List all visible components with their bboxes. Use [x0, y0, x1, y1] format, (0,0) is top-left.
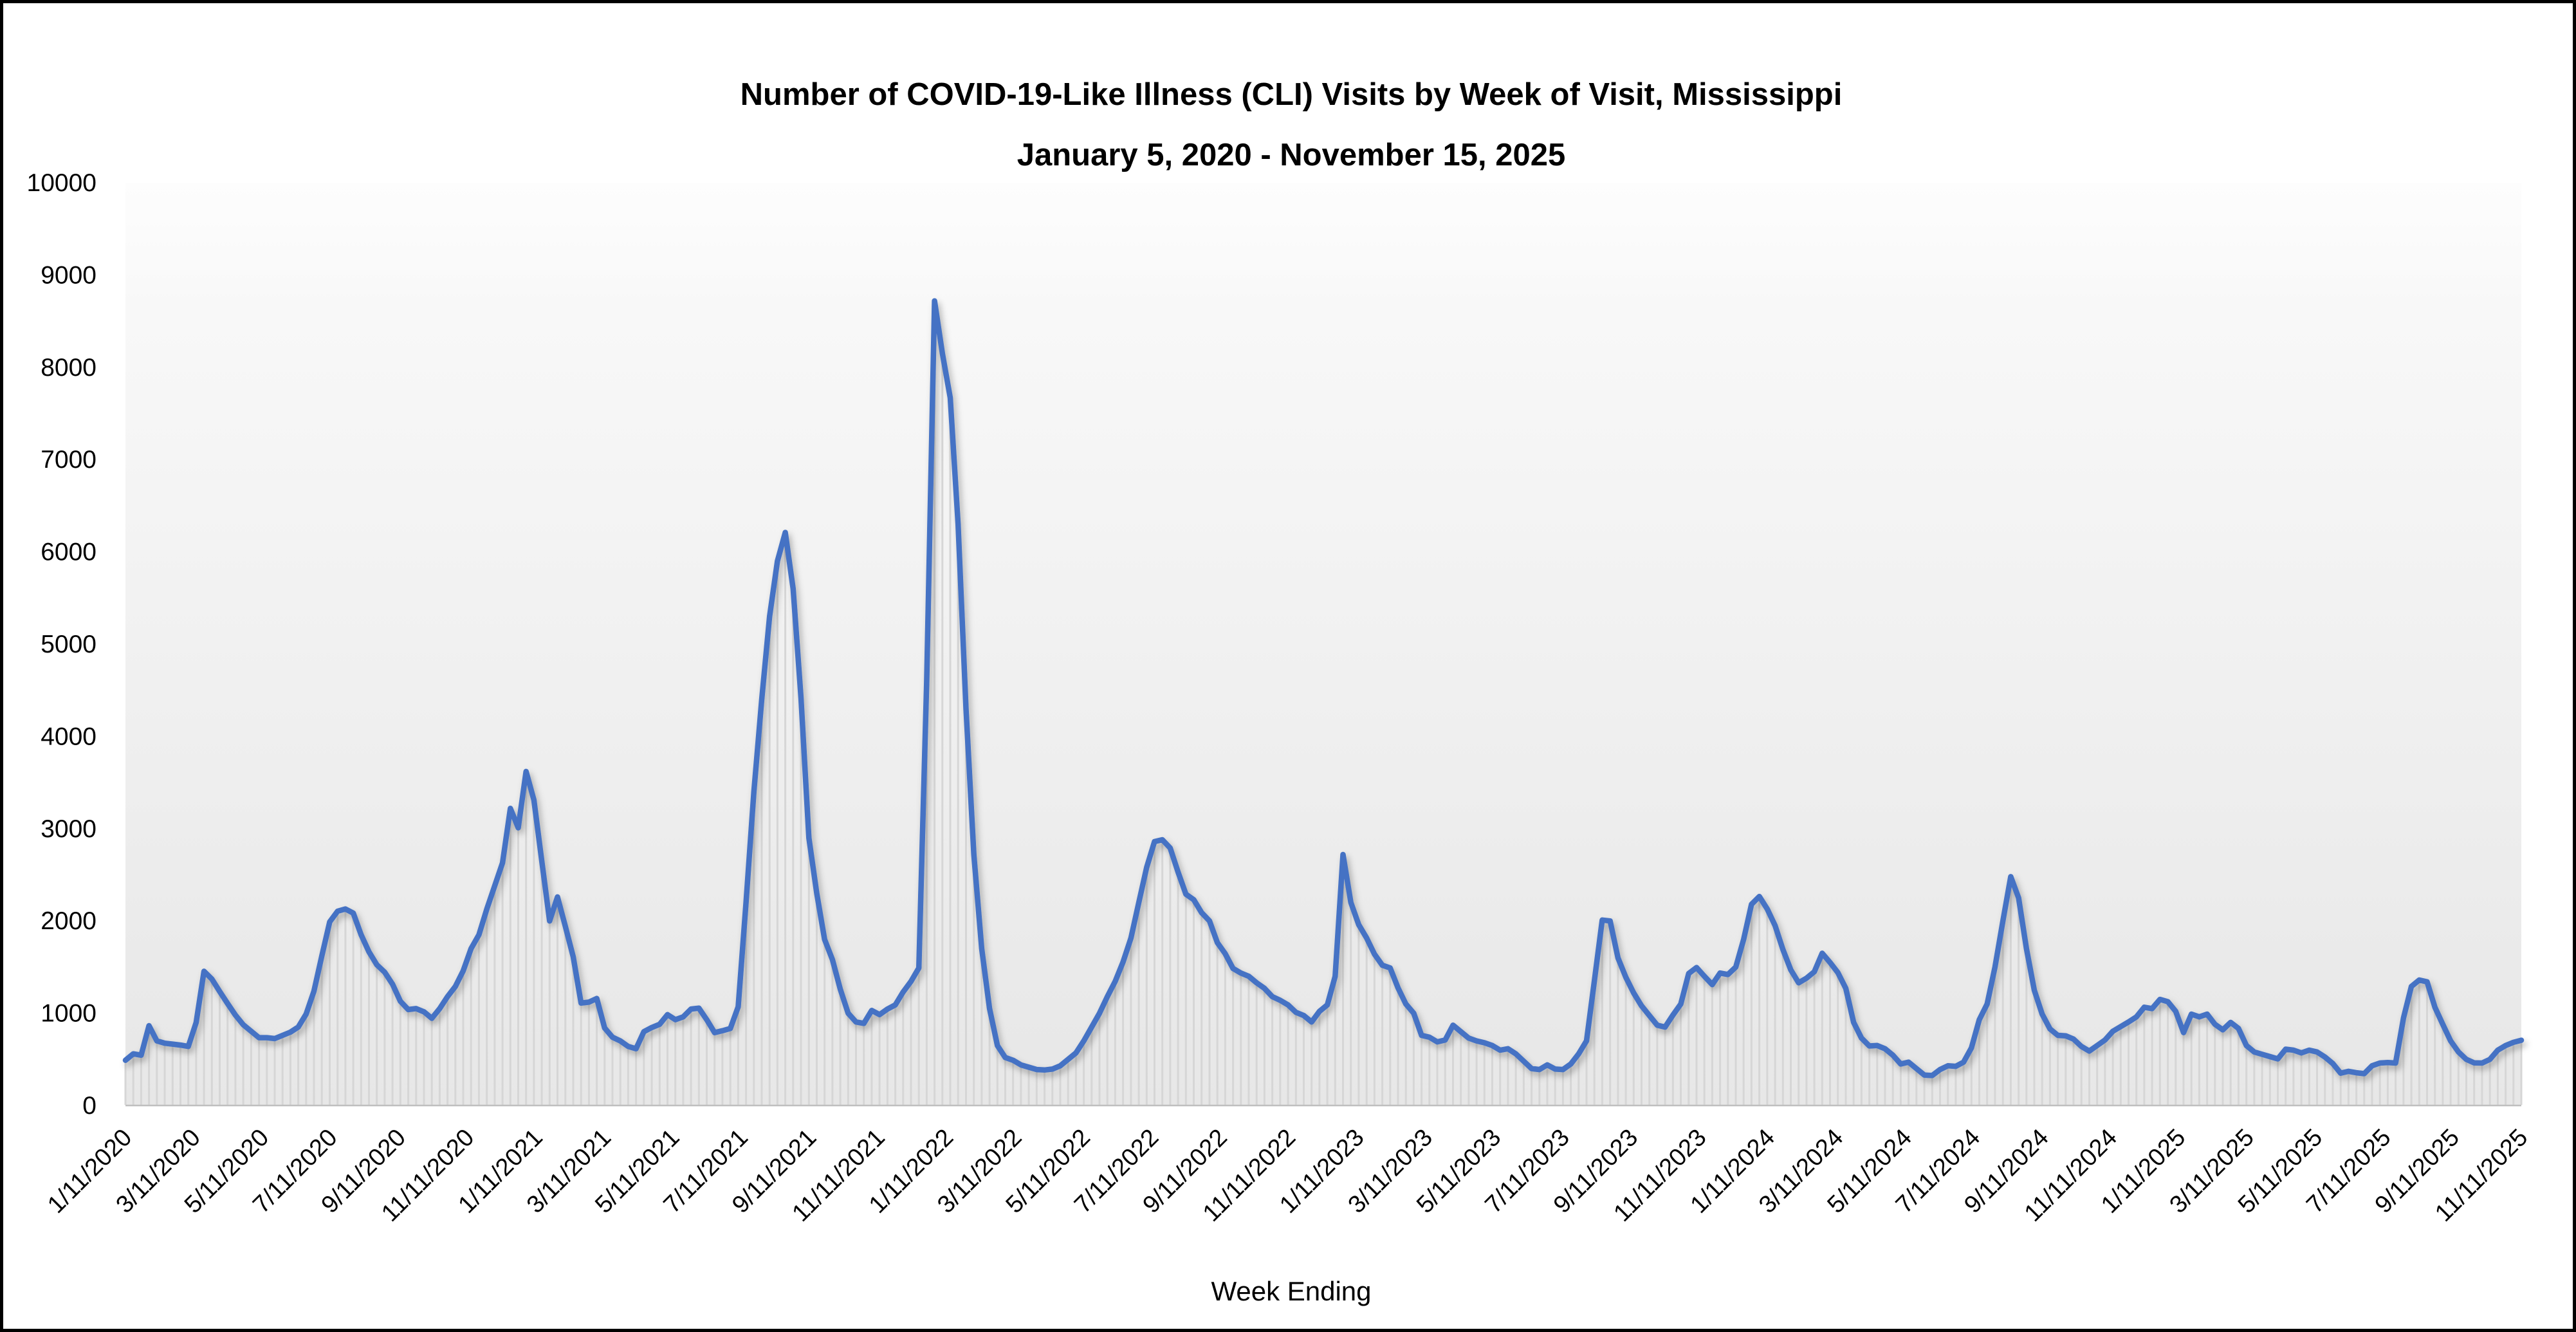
y-tick-label: 7000	[41, 446, 97, 474]
drop-lines	[124, 302, 2523, 1105]
data-line	[122, 298, 2525, 1078]
y-tick-label: 2000	[41, 907, 97, 935]
x-axis-labels: 1/11/20203/11/20205/11/20207/11/20209/11…	[42, 1124, 2533, 1227]
y-tick-label: 4000	[41, 723, 97, 750]
y-tick-label: 0	[82, 1092, 97, 1120]
chart-subtitle: January 5, 2020 - November 15, 2025	[1017, 138, 1566, 172]
y-tick-label: 9000	[41, 261, 97, 289]
plot-area	[125, 183, 2521, 1105]
y-axis-labels: 0 1000 2000 3000 4000 5000 6000 7000 8000 9000 100…	[27, 169, 97, 1120]
cli-line-chart: 0 1000 2000 3000 4000 5000 6000 7000 8000 9000 100…	[27, 169, 2534, 1227]
y-tick-label: 5000	[41, 631, 97, 658]
y-tick-label: 8000	[41, 354, 97, 382]
y-tick-label: 1000	[41, 1000, 97, 1028]
x-axis-title: Week Ending	[1211, 1276, 1372, 1306]
chart-title: Number of COVID-19-Like Illness (CLI) Vi…	[740, 77, 1843, 112]
y-tick-label: 6000	[41, 539, 97, 566]
y-tick-label: 3000	[41, 815, 97, 843]
y-tick-label: 10000	[27, 169, 97, 197]
